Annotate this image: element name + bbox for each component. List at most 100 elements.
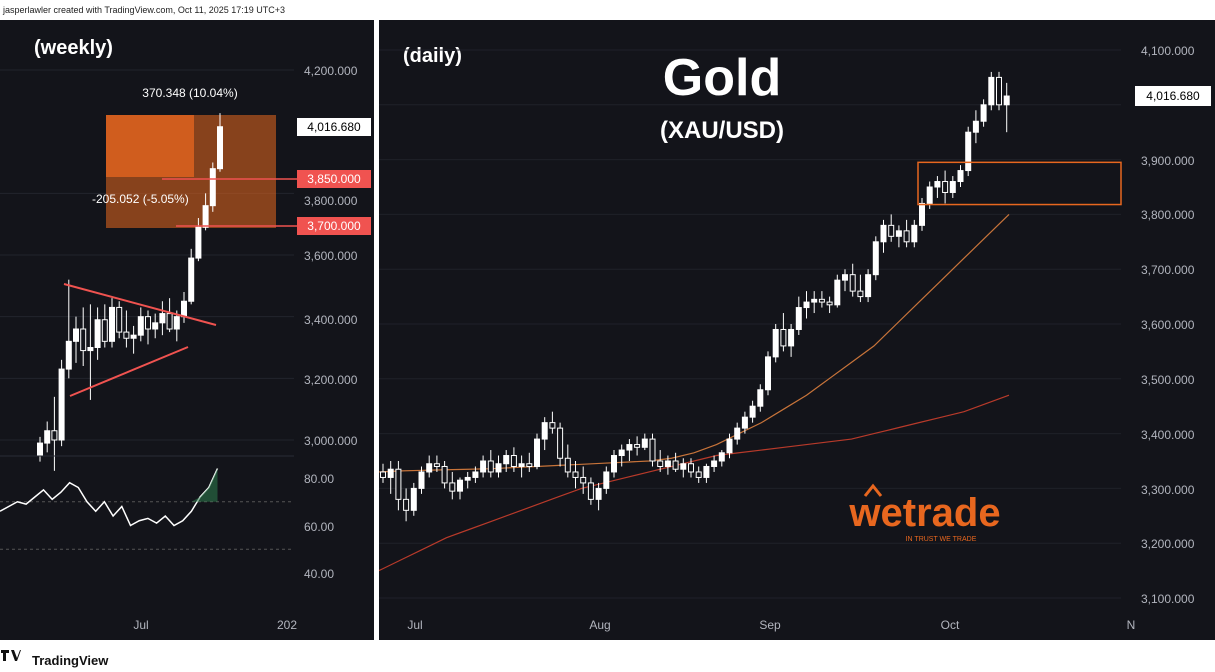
- daily-candle-body: [618, 449, 625, 457]
- daily-price-tick: 3,700.000: [1141, 263, 1195, 277]
- daily-candle-body: [911, 224, 918, 243]
- daily-candle-body: [765, 356, 771, 391]
- daily-candle-body: [949, 181, 956, 193]
- measure-up-text: 370.348 (10.04%): [142, 86, 237, 100]
- daily-time-tick: Sep: [759, 618, 781, 632]
- weekly-candle-body: [188, 257, 195, 302]
- weekly-candle-body: [123, 331, 130, 339]
- daily-candle-body: [942, 181, 949, 193]
- daily-candle-body: [418, 471, 425, 489]
- daily-candle-body: [441, 465, 448, 484]
- daily-price-tick: 3,500.000: [1141, 373, 1195, 387]
- weekly-candle-body: [44, 430, 51, 444]
- daily-candle-body: [472, 471, 479, 478]
- weekly-candle-body: [94, 319, 101, 348]
- daily-candle-body: [811, 298, 818, 303]
- daily-candle-body: [895, 230, 902, 237]
- weekly-candle-body: [145, 316, 151, 330]
- daily-candle-body: [718, 452, 725, 462]
- ma-slow-line: [379, 394, 1010, 572]
- daily-candle-body: [649, 438, 656, 462]
- daily-candle-body: [672, 460, 679, 470]
- daily-candle-body: [788, 328, 795, 347]
- daily-candle-body: [926, 186, 933, 204]
- daily-candle-body: [803, 301, 810, 309]
- daily-candle-body: [903, 230, 910, 243]
- level-tag-3700-text: 3,700.000: [307, 219, 361, 233]
- daily-candle-body: [857, 290, 864, 298]
- daily-candle-body: [572, 471, 579, 478]
- rsi-tick: 60.00: [304, 520, 334, 534]
- daily-candle-body: [980, 104, 987, 122]
- weekly-chart-panel[interactable]: (weekly) 370.348 (10.04%) -205.052 (-5.05…: [0, 20, 374, 640]
- daily-candle-body: [818, 298, 825, 303]
- measure-down-text: -205.052 (-5.05%): [92, 192, 189, 206]
- triangle-lower-line: [69, 346, 189, 397]
- daily-candle-body: [410, 487, 417, 511]
- daily-candle-body: [726, 438, 733, 454]
- daily-candle-body: [611, 455, 617, 473]
- daily-candle-body: [826, 301, 833, 306]
- weekly-candle-body: [152, 322, 159, 330]
- weekly-candle-body: [137, 316, 144, 336]
- daily-candle-body: [1003, 95, 1010, 106]
- daily-candle-body: [988, 76, 995, 106]
- daily-candle-body: [510, 455, 517, 467]
- daily-candle-body: [395, 468, 402, 500]
- weekly-last-price-tag: [297, 118, 371, 136]
- weekly-price-tick: 4,200.000: [304, 64, 358, 78]
- weekly-candle-body: [195, 226, 202, 259]
- support-zone-box: [917, 161, 1122, 206]
- daily-candle-body: [541, 422, 548, 440]
- daily-candle-body: [595, 487, 602, 500]
- weekly-candle-body: [51, 430, 58, 441]
- daily-price-tick: 3,900.000: [1141, 154, 1195, 168]
- daily-candle-body: [657, 460, 664, 467]
- chart-credit: jasperlawler created with TradingView.co…: [3, 5, 286, 15]
- daily-last-price: 4,016.680: [1146, 89, 1200, 103]
- tradingview-brand: TradingView: [32, 652, 109, 668]
- daily-candle-body: [380, 471, 386, 478]
- wetrade-watermark: wetrade: [848, 491, 1000, 535]
- tradingview-footer[interactable]: TradingView: [0, 648, 304, 672]
- daily-candle-body: [641, 438, 648, 448]
- daily-candle-body: [457, 479, 463, 492]
- daily-price-tick: 3,600.000: [1141, 318, 1195, 332]
- daily-candle-body: [634, 444, 641, 448]
- weekly-candle-body: [87, 347, 94, 352]
- weekly-candle-body: [65, 340, 72, 370]
- weekly-time-tick: 202: [277, 618, 297, 632]
- daily-candle-body: [664, 460, 671, 467]
- daily-candle-body: [464, 476, 471, 481]
- daily-candle-body: [487, 460, 494, 473]
- weekly-candle-body: [109, 306, 115, 342]
- daily-label: (daily): [403, 45, 462, 67]
- daily-candle-body: [780, 328, 787, 347]
- weekly-price-tick: 3,200.000: [304, 373, 358, 387]
- weekly-price-tick: 3,400.000: [304, 313, 358, 327]
- daily-candle-body: [688, 463, 694, 473]
- daily-chart-panel[interactable]: (daily) Gold (XAU/USD) wetrade IN TRUST …: [379, 20, 1215, 640]
- daily-candle-body: [426, 463, 433, 473]
- wetrade-tagline: IN TRUST WE TRADE: [906, 536, 977, 543]
- daily-candle-body: [387, 468, 394, 478]
- daily-chart-svg[interactable]: (daily) Gold (XAU/USD) wetrade IN TRUST …: [379, 20, 1215, 640]
- daily-candle-body: [996, 76, 1002, 106]
- daily-candle-body: [534, 438, 540, 467]
- daily-candle-body: [711, 460, 718, 467]
- daily-price-tick: 3,400.000: [1141, 428, 1195, 442]
- weekly-candle-body: [58, 368, 65, 441]
- weekly-price-tick: 3,600.000: [304, 249, 358, 263]
- daily-time-tick: N: [1127, 618, 1136, 632]
- weekly-price-tick: 3,800.000: [304, 194, 358, 208]
- daily-time-tick: Oct: [941, 618, 960, 632]
- weekly-chart-svg[interactable]: (weekly) 370.348 (10.04%) -205.052 (-5.05…: [0, 20, 374, 640]
- daily-candle-body: [557, 427, 564, 459]
- daily-candle-body: [934, 181, 941, 188]
- daily-candle-body: [872, 241, 879, 276]
- daily-price-tick: 4,100.000: [1141, 44, 1195, 58]
- daily-candle-body: [757, 389, 764, 407]
- daily-price-tick: 3,200.000: [1141, 537, 1195, 551]
- daily-time-tick: Aug: [589, 618, 610, 632]
- weekly-candle-body: [80, 328, 87, 352]
